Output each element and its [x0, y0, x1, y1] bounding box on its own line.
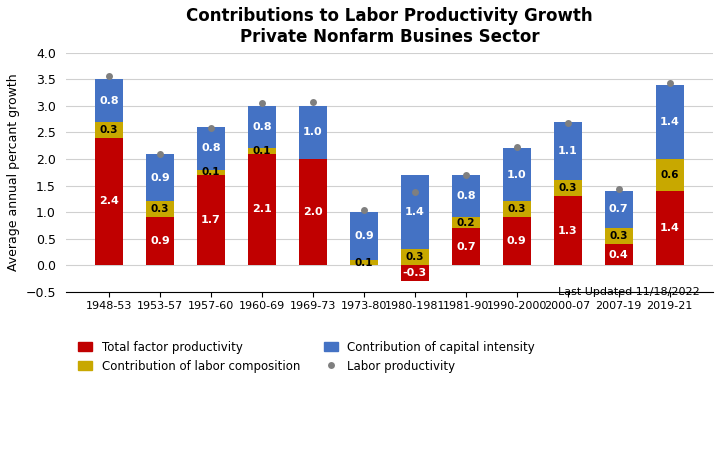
Point [511, 143, 523, 150]
Bar [503, 218, 531, 265]
Text: 0.7: 0.7 [456, 242, 476, 252]
Bar [452, 218, 480, 228]
Bar [248, 106, 276, 149]
Bar [248, 154, 276, 265]
Point [460, 172, 472, 179]
Bar [197, 170, 225, 175]
Bar [299, 159, 327, 265]
Text: 1.4: 1.4 [660, 117, 680, 127]
Point [562, 120, 573, 127]
Legend: Total factor productivity, Contribution of labor composition, Contribution of ca: Total factor productivity, Contribution … [78, 341, 535, 373]
Point [613, 185, 624, 193]
Text: 0.9: 0.9 [150, 236, 170, 246]
Point [358, 206, 369, 214]
Bar [197, 175, 225, 265]
Bar [146, 154, 174, 201]
Text: 0.8: 0.8 [252, 122, 272, 132]
Bar [248, 149, 276, 154]
Point [154, 150, 166, 158]
Text: 0.3: 0.3 [151, 204, 169, 214]
Text: 0.3: 0.3 [405, 252, 424, 262]
Text: 0.3: 0.3 [508, 204, 526, 214]
Bar [656, 191, 683, 265]
Bar [299, 106, 327, 159]
Text: -0.3: -0.3 [402, 268, 427, 278]
Bar [554, 196, 582, 265]
Text: 2.1: 2.1 [252, 204, 272, 214]
Bar [401, 249, 429, 265]
Point [409, 188, 420, 196]
Text: 0.1: 0.1 [355, 257, 373, 268]
Text: 0.6: 0.6 [660, 170, 679, 180]
Bar [605, 191, 633, 228]
Text: 0.7: 0.7 [609, 204, 629, 214]
Bar [656, 85, 683, 159]
Text: 0.8: 0.8 [202, 143, 221, 153]
Text: 0.3: 0.3 [100, 125, 118, 135]
Text: 1.4: 1.4 [660, 223, 680, 233]
Bar [452, 175, 480, 218]
Text: 0.1: 0.1 [202, 167, 220, 177]
Bar [401, 265, 429, 281]
Text: 0.3: 0.3 [559, 183, 577, 193]
Bar [95, 79, 123, 122]
Point [256, 99, 268, 106]
Text: 0.4: 0.4 [609, 250, 629, 260]
Text: 0.8: 0.8 [99, 96, 119, 105]
Text: 0.2: 0.2 [456, 218, 475, 228]
Text: 0.9: 0.9 [354, 231, 374, 241]
Text: 0.1: 0.1 [253, 146, 271, 156]
Text: Last Updated 11/18/2022: Last Updated 11/18/2022 [558, 287, 700, 297]
Text: 2.0: 2.0 [303, 207, 323, 217]
Bar [452, 228, 480, 265]
Bar [146, 201, 174, 218]
Bar [95, 138, 123, 265]
Text: 2.4: 2.4 [99, 196, 119, 207]
Bar [605, 228, 633, 244]
Text: 0.3: 0.3 [609, 231, 628, 241]
Bar [197, 127, 225, 170]
Text: 1.0: 1.0 [303, 128, 323, 138]
Text: 1.4: 1.4 [405, 207, 425, 217]
Bar [401, 175, 429, 249]
Text: 0.8: 0.8 [456, 191, 476, 201]
Bar [554, 122, 582, 180]
Bar [605, 244, 633, 265]
Bar [350, 212, 378, 260]
Y-axis label: Average annual percant growth: Average annual percant growth [7, 73, 20, 271]
Bar [656, 159, 683, 191]
Point [205, 124, 217, 132]
Bar [503, 149, 531, 201]
Text: 0.9: 0.9 [150, 173, 170, 183]
Text: 1.0: 1.0 [507, 170, 526, 180]
Bar [95, 122, 123, 138]
Text: 1.3: 1.3 [558, 226, 577, 236]
Point [664, 79, 675, 87]
Bar [350, 260, 378, 265]
Text: 1.1: 1.1 [558, 146, 577, 156]
Bar [554, 180, 582, 196]
Bar [503, 201, 531, 218]
Bar [146, 218, 174, 265]
Text: 1.7: 1.7 [201, 215, 221, 225]
Text: 0.9: 0.9 [507, 236, 526, 246]
Point [104, 72, 115, 80]
Title: Contributions to Labor Productivity Growth
Private Nonfarm Busines Sector: Contributions to Labor Productivity Grow… [186, 7, 593, 46]
Point [307, 98, 319, 106]
